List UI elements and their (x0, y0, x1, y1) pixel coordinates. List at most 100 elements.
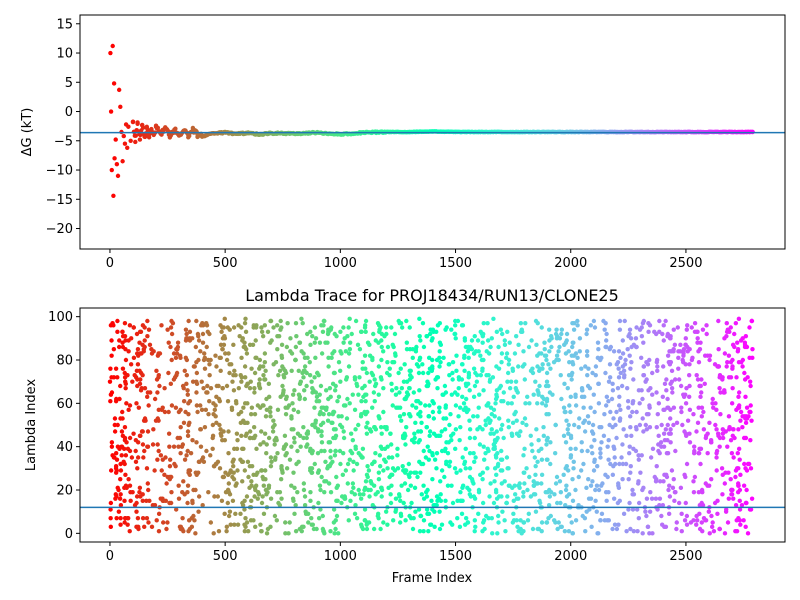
lambda-point (194, 390, 199, 395)
lambda-point (589, 524, 594, 530)
lambda-point (240, 336, 245, 341)
lambda-point (320, 329, 326, 335)
lambda-point (509, 401, 514, 406)
lambda-point (555, 526, 560, 532)
lambda-point (332, 370, 337, 376)
lambda-point (682, 518, 688, 523)
lambda-point (674, 520, 679, 525)
delta-g-point (130, 119, 136, 124)
lambda-point (326, 411, 332, 417)
lambda-point (113, 463, 119, 469)
delta-g-point (111, 81, 117, 86)
lambda-point (704, 331, 709, 337)
lambda-point (235, 522, 241, 527)
lambda-point (158, 453, 164, 458)
lambda-point (296, 409, 301, 415)
lambda-point (239, 433, 244, 439)
lambda-point (243, 316, 248, 322)
lambda-point (399, 385, 405, 391)
lambda-point (622, 318, 627, 324)
lambda-point (741, 518, 746, 523)
lambda-point (396, 318, 401, 324)
lambda-point (543, 383, 549, 389)
lambda-point (495, 461, 501, 467)
lambda-point (223, 470, 228, 475)
lambda-point (598, 446, 603, 452)
lambda-point (667, 359, 673, 365)
lambda-point (249, 479, 254, 484)
lambda-point (318, 507, 323, 512)
lambda-point (548, 366, 553, 371)
lambda-point (213, 414, 218, 419)
lambda-point (137, 433, 143, 439)
lambda-point (302, 364, 308, 369)
lambda-point (547, 349, 552, 354)
lambda-point (292, 511, 297, 517)
lambda-point (242, 320, 248, 326)
lambda-point (108, 468, 114, 473)
lambda-point (576, 502, 581, 508)
lambda-point (137, 489, 142, 495)
lambda-point (487, 420, 492, 426)
lambda-point (114, 515, 119, 521)
lambda-point (685, 323, 690, 328)
lambda-point (264, 492, 269, 497)
lambda-point (404, 424, 409, 430)
lambda-point (439, 468, 445, 473)
lambda-point (158, 496, 163, 501)
lambda-point (219, 498, 225, 504)
lambda-point (418, 409, 423, 415)
lambda-point (370, 372, 376, 378)
lambda-point (591, 318, 597, 324)
lambda-point (199, 379, 204, 384)
lambda-point (337, 448, 343, 454)
lambda-point (518, 518, 523, 523)
lambda-point (434, 375, 440, 380)
lambda-point (116, 509, 122, 514)
lambda-point (254, 446, 259, 452)
lambda-point (264, 442, 269, 447)
lambda-point (360, 446, 366, 452)
lambda-point (146, 520, 151, 525)
lambda-point (323, 340, 328, 345)
lambda-point (588, 323, 594, 328)
lambda-point (167, 444, 172, 449)
lambda-point (473, 524, 478, 530)
lambda-point (419, 492, 424, 497)
lambda-point (626, 476, 631, 482)
lambda-point (108, 515, 113, 521)
lambda-point (261, 372, 266, 378)
lambda-point (205, 329, 210, 335)
lambda-point (178, 450, 183, 456)
lambda-point (601, 433, 607, 439)
lambda-point (539, 481, 544, 486)
lambda-point (743, 394, 748, 400)
lambda-point (620, 461, 626, 467)
lambda-point (420, 370, 426, 376)
lambda-point (335, 398, 340, 404)
lambda-point (633, 336, 639, 341)
lambda-point (370, 357, 375, 363)
lambda-point (430, 364, 435, 369)
lambda-point (462, 368, 467, 374)
lambda-point (130, 379, 135, 384)
lambda-point (301, 481, 307, 486)
lambda-point (695, 518, 700, 523)
lambda-point (344, 416, 350, 421)
lambda-point (112, 422, 117, 428)
lambda-point (218, 427, 223, 432)
lambda-point (204, 323, 210, 328)
delta-g-point (115, 173, 121, 179)
lambda-point (421, 344, 427, 350)
lambda-point (652, 474, 657, 480)
lambda-point (737, 487, 743, 493)
lambda-point (741, 483, 747, 488)
lambda-point (156, 528, 162, 534)
lambda-point (672, 342, 678, 348)
lambda-point (594, 509, 599, 514)
lambda-point (592, 459, 597, 465)
lambda-point (142, 338, 147, 343)
lambda-point (656, 433, 661, 439)
lambda-point (427, 429, 433, 434)
lambda-point (225, 398, 231, 404)
